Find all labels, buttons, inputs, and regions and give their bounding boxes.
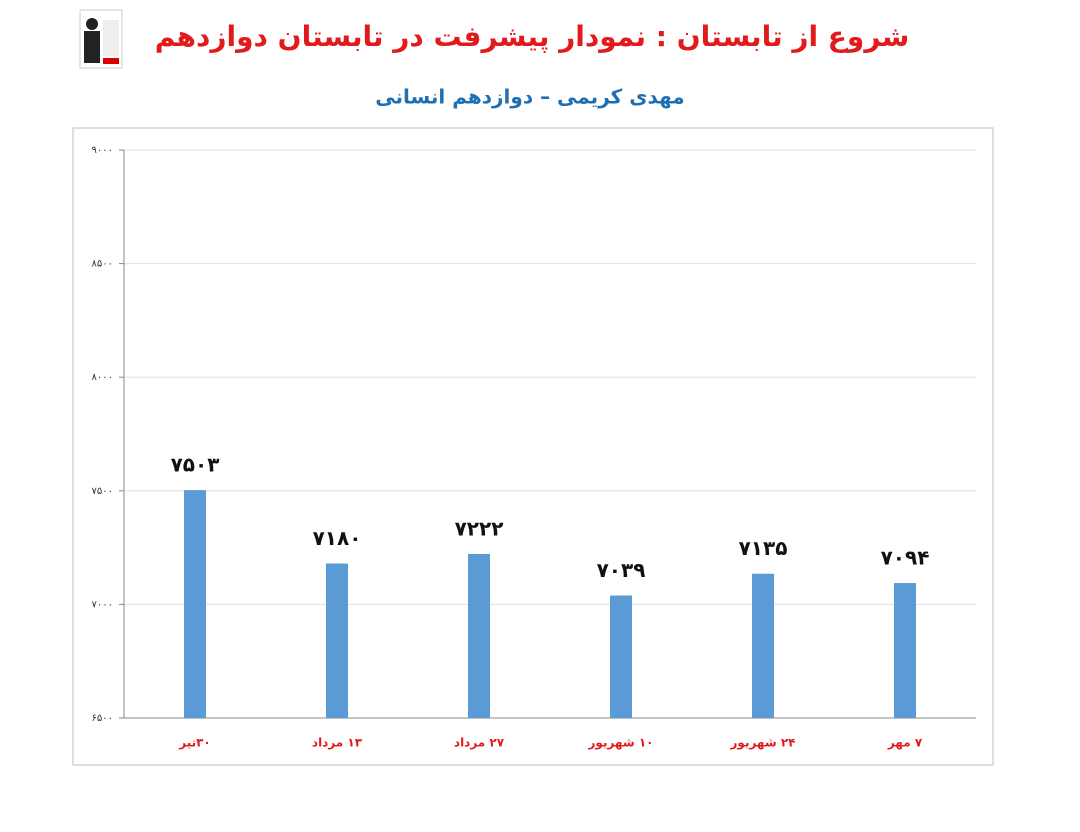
- data-label: ۷۵۰۳: [171, 453, 220, 477]
- chart-frame: [72, 127, 994, 766]
- data-label: ۷۰۳۹: [597, 558, 646, 582]
- x-tick-label: ۷ مهر: [887, 736, 923, 750]
- bar: [752, 573, 774, 718]
- data-label: ۷۲۲۲: [455, 516, 504, 540]
- y-tick-label: ۷۰۰۰: [92, 599, 113, 610]
- x-tick-label: ۳۰تیر: [178, 736, 211, 750]
- bar: [610, 595, 632, 718]
- data-label: ۷۰۹۴: [881, 546, 930, 570]
- x-tick-label: ۱۰ شهریور: [588, 736, 654, 751]
- y-tick-label: ۶۵۰۰: [92, 713, 113, 724]
- chart-subtitle: مهدی کریمی – دوازدهم انسانی: [375, 85, 684, 109]
- bar: [184, 490, 206, 718]
- x-tick-label: ۱۳ مرداد: [312, 736, 363, 750]
- y-tick-label: ۷۵۰۰: [92, 486, 113, 497]
- y-tick-label: ۹۰۰۰: [92, 145, 113, 156]
- bar: [326, 563, 348, 718]
- y-tick-label: ۸۰۰۰: [92, 372, 113, 383]
- x-tick-label: ۲۷ مرداد: [454, 736, 505, 750]
- bar: [468, 553, 490, 718]
- data-label: ۷۱۳۵: [739, 536, 788, 560]
- x-tick-label: ۲۴ شهریور: [730, 736, 796, 751]
- y-tick-label: ۸۵۰۰: [92, 259, 113, 270]
- chart-title: شروع از تابستان : نمودار پیشرفت در تابست…: [155, 20, 910, 53]
- bar: [894, 583, 916, 718]
- data-label: ۷۱۸۰: [313, 526, 362, 550]
- logo: [79, 9, 123, 69]
